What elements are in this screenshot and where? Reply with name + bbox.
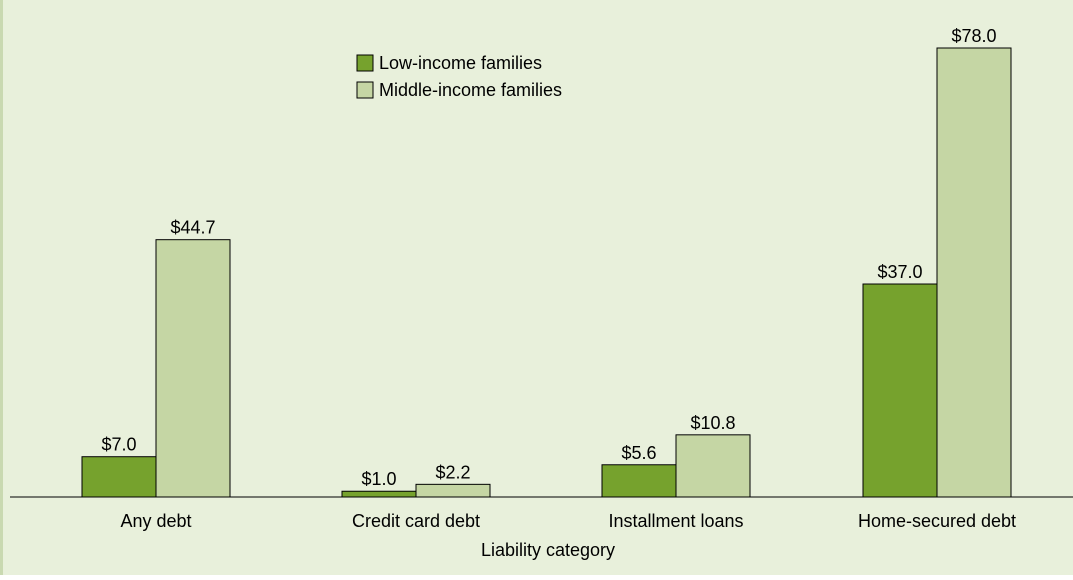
data-label-credit-card-debt-middle-income-families: $2.2 <box>435 462 470 482</box>
bar-installment-loans-low-income-families <box>601 464 677 498</box>
data-label-home-secured-debt-middle-income-families: $78.0 <box>951 26 996 46</box>
legend-label-low-income-families: Low-income families <box>379 53 542 73</box>
category-label-credit-card-debt: Credit card debt <box>352 511 480 531</box>
x-axis-title: Liability category <box>481 540 615 560</box>
data-label-installment-loans-low-income-families: $5.6 <box>621 443 656 463</box>
bar-credit-card-debt-low-income-families <box>341 490 417 498</box>
category-label-any-debt: Any debt <box>120 511 191 531</box>
data-label-any-debt-low-income-families: $7.0 <box>101 435 136 455</box>
bars-group <box>81 47 1012 498</box>
category-label-installment-loans: Installment loans <box>608 511 743 531</box>
data-label-any-debt-middle-income-families: $44.7 <box>170 218 215 238</box>
legend: Low-income families Middle-income familie… <box>356 53 562 100</box>
bar-any-debt-middle-income-families <box>155 239 231 498</box>
bar-home-secured-debt-low-income-families <box>862 283 938 498</box>
bar-any-debt-low-income-families <box>81 456 157 498</box>
data-label-home-secured-debt-low-income-families: $37.0 <box>877 262 922 282</box>
category-label-home-secured-debt: Home-secured debt <box>858 511 1016 531</box>
legend-swatch-low-income-families <box>356 54 374 72</box>
bar-home-secured-debt-middle-income-families <box>936 47 1012 498</box>
data-label-credit-card-debt-low-income-families: $1.0 <box>361 469 396 489</box>
legend-label-middle-income-families: Middle-income families <box>379 80 562 100</box>
legend-swatch-middle-income-families <box>356 81 374 99</box>
bar-installment-loans-middle-income-families <box>675 434 751 498</box>
value-labels-group: $7.0 $44.7 $1.0 $2.2 $5.6 $10.8 $37.0 $78.0 <box>101 26 996 489</box>
category-labels-group: Any debt Credit card debt Installment loan… <box>120 511 1016 531</box>
bar-chart: $7.0 $44.7 $1.0 $2.2 $5.6 $10.8 $37.0 $78.0 Any… <box>10 26 1073 560</box>
data-label-installment-loans-middle-income-families: $10.8 <box>690 413 735 433</box>
bar-credit-card-debt-middle-income-families <box>415 483 491 498</box>
